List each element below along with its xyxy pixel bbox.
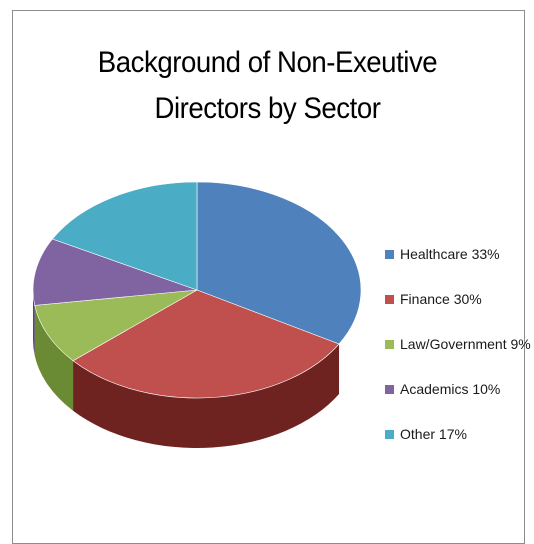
legend-label: Finance 30%: [400, 291, 482, 307]
legend-item-academics: Academics 10%: [385, 379, 500, 399]
legend-swatch: [385, 339, 394, 349]
legend-swatch: [385, 429, 394, 439]
legend-item-finance: Finance 30%: [385, 289, 482, 309]
pie-side-finance: [73, 344, 340, 448]
chart-title-line-1: Background of Non-Exeutive: [97, 46, 438, 79]
pie-slice-other: [51, 181, 198, 291]
legend-swatch: [385, 384, 394, 394]
chart-title-line-2: Directors by Sector: [154, 92, 381, 125]
pie-slice-finance: [72, 289, 340, 399]
legend-label: Healthcare 33%: [400, 246, 500, 262]
legend-swatch: [385, 294, 394, 304]
legend-label: Law/Government 9%: [400, 336, 531, 352]
pie-side-law-government: [34, 305, 74, 411]
pie-side-academics: [33, 290, 35, 356]
chart-title: Background of Non-Exeutive Directors by …: [32, 40, 502, 132]
legend-item-law-government: Law/Government 9%: [385, 334, 531, 354]
legend-swatch: [385, 249, 394, 259]
pie-slice-healthcare: [196, 181, 362, 345]
legend-item-healthcare: Healthcare 33%: [385, 244, 500, 264]
legend-label: Other 17%: [400, 426, 467, 442]
pie-slice-law-government: [34, 289, 198, 362]
legend-label: Academics 10%: [400, 381, 501, 397]
pie-slice-academics: [32, 238, 198, 306]
legend-item-other: Other 17%: [385, 424, 467, 444]
